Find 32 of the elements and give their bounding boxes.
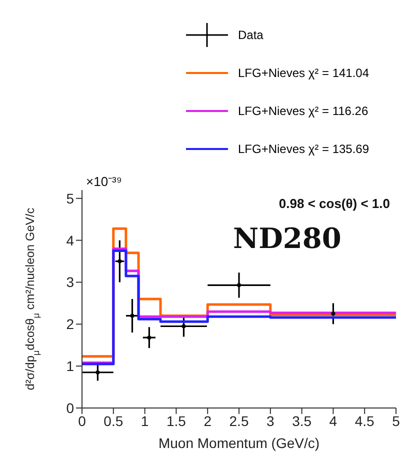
y-tick-label: 1 <box>66 358 74 374</box>
x-tick-label: 4 <box>329 412 338 429</box>
x-tick-label: 0 <box>78 412 86 429</box>
y-tick-label: 5 <box>66 190 74 206</box>
y-tick-label: 3 <box>66 274 74 290</box>
point <box>182 324 186 328</box>
point <box>130 314 134 318</box>
legend-label: LFG+Nieves χ² = 135.69 <box>238 142 370 156</box>
y-tick-label: 4 <box>66 232 74 248</box>
legend-label: LFG+Nieves χ² = 141.04 <box>238 66 370 80</box>
x-tick-label: 1.5 <box>166 412 186 429</box>
x-tick-label: 5 <box>392 412 400 429</box>
x-tick-label: 0.5 <box>104 412 124 429</box>
x-tick-label: 3 <box>266 412 274 429</box>
x-tick-label: 2.5 <box>229 412 249 429</box>
x-tick-label: 2 <box>204 412 212 429</box>
text: ×10⁻³⁹ <box>86 173 122 190</box>
legend-label: Data <box>238 28 264 42</box>
point <box>237 283 241 288</box>
point <box>147 336 152 340</box>
point <box>96 370 100 374</box>
x-tick-label: 3.5 <box>292 412 312 429</box>
point <box>331 312 336 316</box>
x-axis-title: Muon Momentum (GeV/c) <box>158 435 320 451</box>
y-tick-label: 0 <box>66 400 74 416</box>
annotation: 0.98 < cos(θ) < 1.0 <box>278 196 390 211</box>
x-tick-label: 1 <box>140 412 149 429</box>
legend-label: LFG+Nieves χ² = 116.26 <box>238 104 370 118</box>
annotation: ND280 <box>233 222 342 255</box>
point <box>118 259 122 264</box>
y-tick-label: 2 <box>66 316 74 332</box>
x-tick-label: 4.5 <box>354 412 375 429</box>
